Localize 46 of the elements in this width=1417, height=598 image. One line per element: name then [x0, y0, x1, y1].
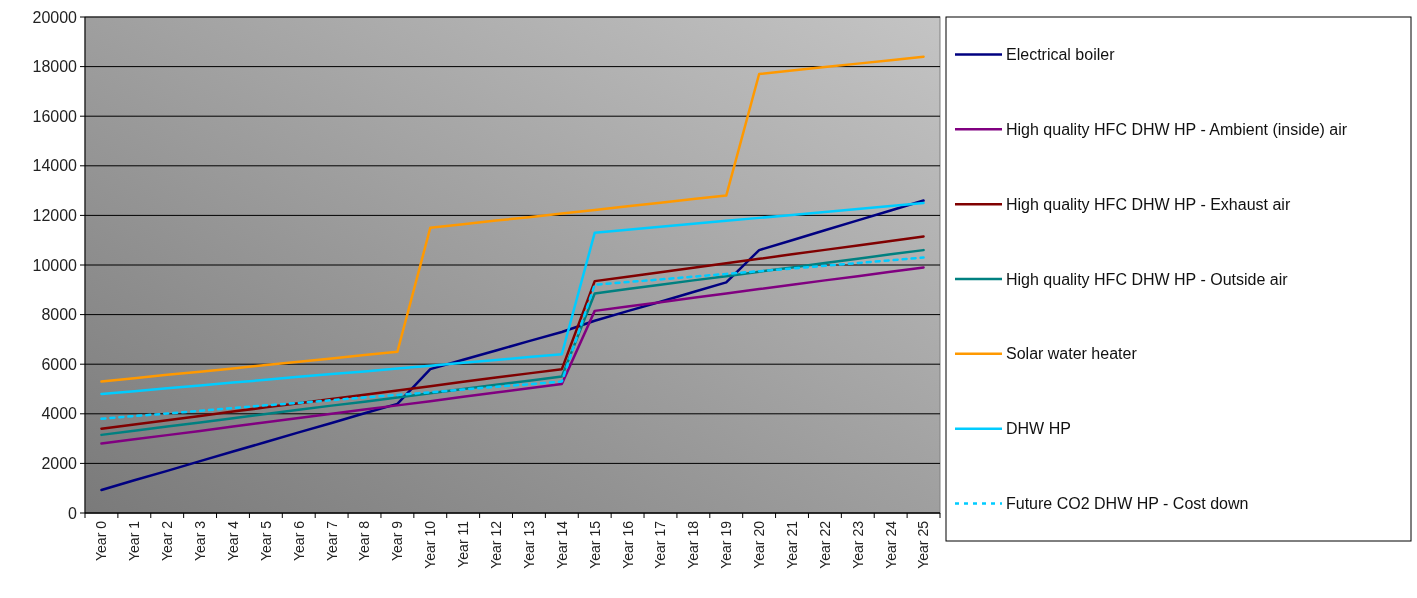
- x-tick-label: Year 16: [619, 520, 636, 569]
- legend-label: Solar water heater: [1006, 345, 1138, 363]
- y-tick-label: 20000: [32, 8, 78, 26]
- x-tick-label: Year 14: [553, 520, 570, 569]
- y-tick-label: 8000: [41, 306, 78, 324]
- x-tick-label: Year 17: [652, 520, 669, 569]
- y-tick-label: 2000: [41, 455, 78, 472]
- legend-label: DHW HP: [1006, 420, 1071, 438]
- x-tick-label: Year 21: [783, 520, 800, 569]
- x-tick-label: Year 12: [487, 520, 504, 569]
- legend-label: High quality HFC DHW HP - Ambient (inside) air: [1006, 120, 1348, 138]
- x-tick-label: Year 20: [751, 520, 768, 569]
- line-series: [100, 55, 925, 383]
- x-tick-label: Year 15: [586, 520, 603, 569]
- x-tick-label: Year 5: [257, 520, 274, 561]
- x-tick-label: Year 19: [718, 520, 735, 569]
- y-tick-label: 4000: [41, 405, 78, 423]
- x-tick-label: Year 23: [849, 520, 866, 569]
- y-tick-label: 14000: [32, 157, 78, 175]
- y-tick-label: 18000: [32, 58, 78, 76]
- x-tick-label: Year 24: [882, 520, 899, 569]
- x-tick-label: Year 1: [126, 520, 143, 561]
- x-tick-label: Year 0: [93, 520, 110, 561]
- x-tick-label: Year 22: [816, 520, 833, 569]
- x-tick-label: Year 9: [389, 520, 406, 561]
- x-tick-label: Year 4: [224, 520, 241, 561]
- legend-label: High quality HFC DHW HP - Outside air: [1006, 270, 1289, 288]
- y-tick-label: 16000: [32, 107, 78, 125]
- legend-label: Future CO2 DHW HP - Cost down: [1006, 495, 1249, 513]
- x-tick-label: Year 3: [192, 520, 208, 561]
- x-tick-label: Year 2: [159, 520, 176, 561]
- y-tick-label: 10000: [32, 256, 78, 274]
- y-tick-label: 0: [68, 504, 78, 522]
- x-tick-label: Year 10: [422, 520, 439, 569]
- x-tick-label: Year 7: [323, 520, 340, 561]
- legend-label: Electrical boiler: [1006, 46, 1116, 64]
- line-series: [100, 201, 925, 396]
- y-tick-label: 12000: [32, 207, 78, 224]
- x-tick-label: Year 13: [520, 520, 537, 569]
- x-tick-label: Year 18: [685, 520, 702, 569]
- legend-label: High quality HFC DHW HP - Exhaust air: [1006, 195, 1291, 213]
- x-tick-label: Year 11: [455, 520, 472, 568]
- x-tick-label: Year 6: [290, 520, 307, 561]
- x-tick-label: Year 25: [915, 520, 932, 569]
- y-tick-label: 6000: [41, 355, 78, 373]
- x-tick-label: Year 8: [356, 520, 373, 561]
